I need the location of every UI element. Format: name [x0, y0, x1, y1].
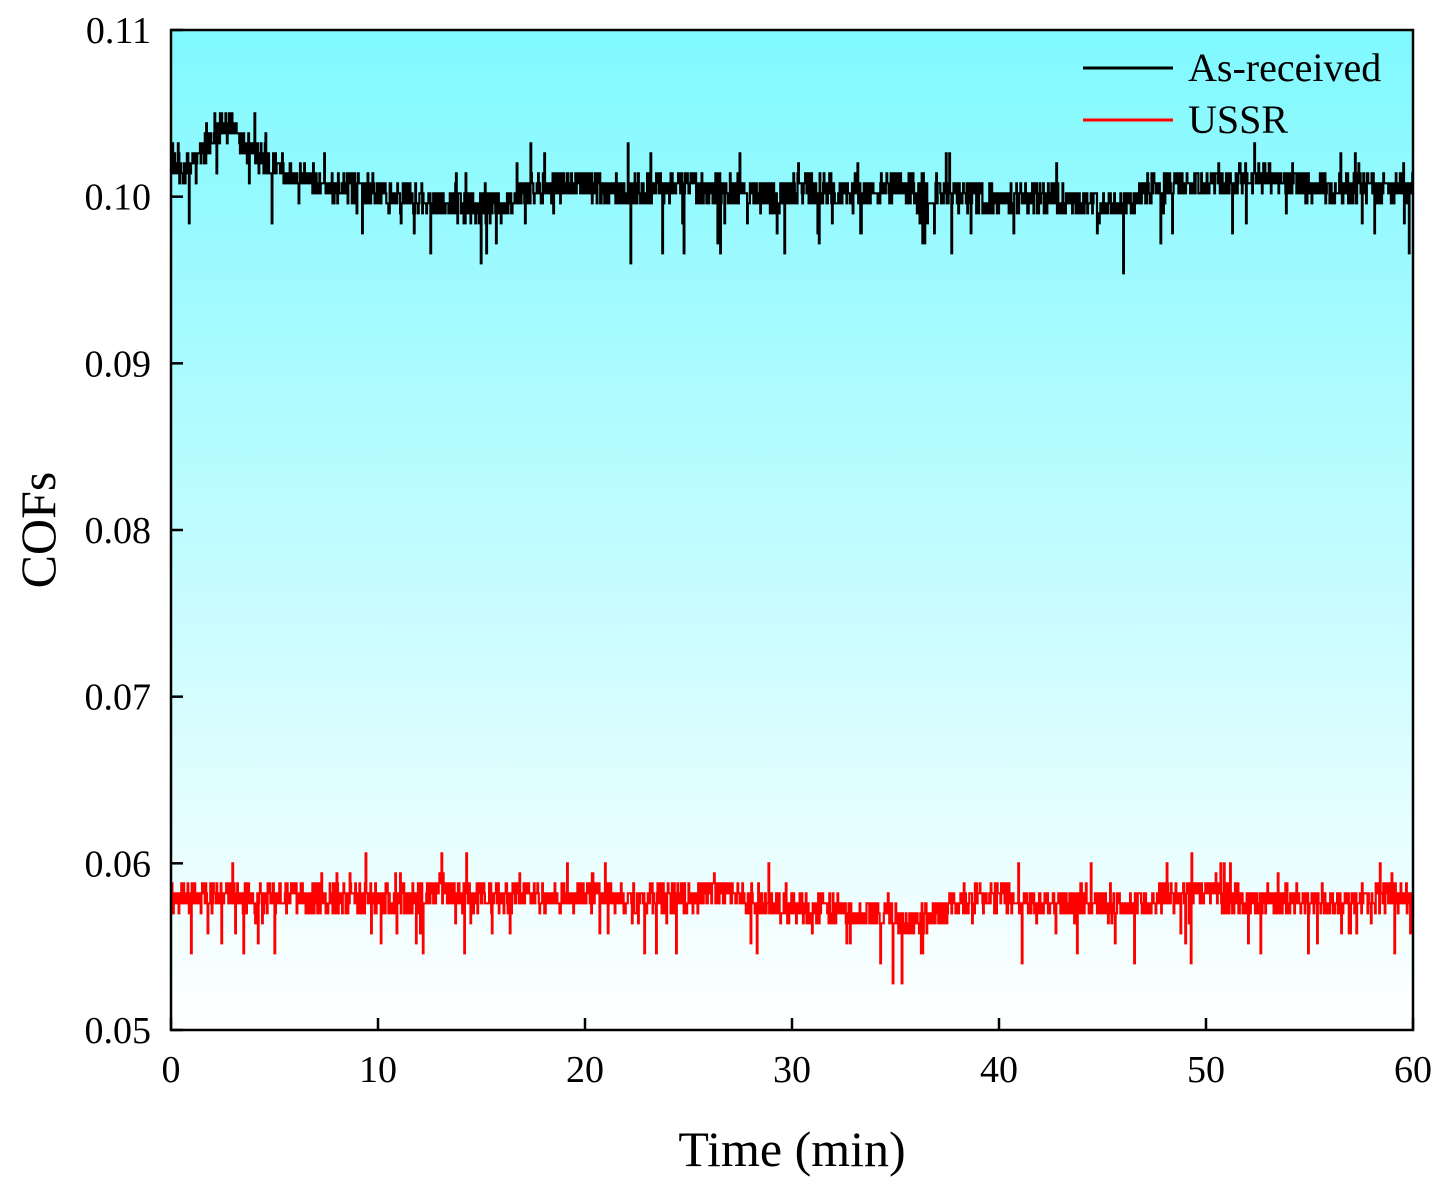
y-tick-label: 0.08 [85, 510, 152, 552]
x-tick-label: 10 [359, 1049, 397, 1091]
series-line-as-received [171, 112, 1413, 275]
legend-label: As-received [1188, 45, 1381, 90]
legend-label: USSR [1188, 97, 1288, 142]
x-tick-label: 60 [1394, 1049, 1432, 1091]
y-axis-ticks: 0.05 0.06 0.07 0.08 0.09 0.10 0.11 [85, 10, 183, 1052]
x-axis-ticks: 0 10 20 30 40 50 60 [162, 1018, 1432, 1091]
x-tick-label: 30 [773, 1049, 811, 1091]
y-tick-label: 0.11 [86, 10, 151, 52]
y-tick-label: 0.10 [85, 177, 152, 219]
x-tick-label: 40 [980, 1049, 1018, 1091]
series-layer [171, 112, 1413, 985]
y-tick-label: 0.05 [85, 1010, 152, 1052]
x-tick-label: 0 [162, 1049, 181, 1091]
y-axis-title: COFs [10, 472, 66, 589]
legend: As-received USSR [1083, 45, 1381, 142]
x-tick-label: 20 [566, 1049, 604, 1091]
x-axis-title: Time (min) [678, 1121, 905, 1177]
y-tick-label: 0.07 [85, 677, 152, 719]
y-tick-label: 0.09 [85, 343, 152, 385]
series-line-ussr [171, 852, 1413, 985]
x-tick-label: 50 [1187, 1049, 1225, 1091]
y-tick-label: 0.06 [85, 843, 152, 885]
